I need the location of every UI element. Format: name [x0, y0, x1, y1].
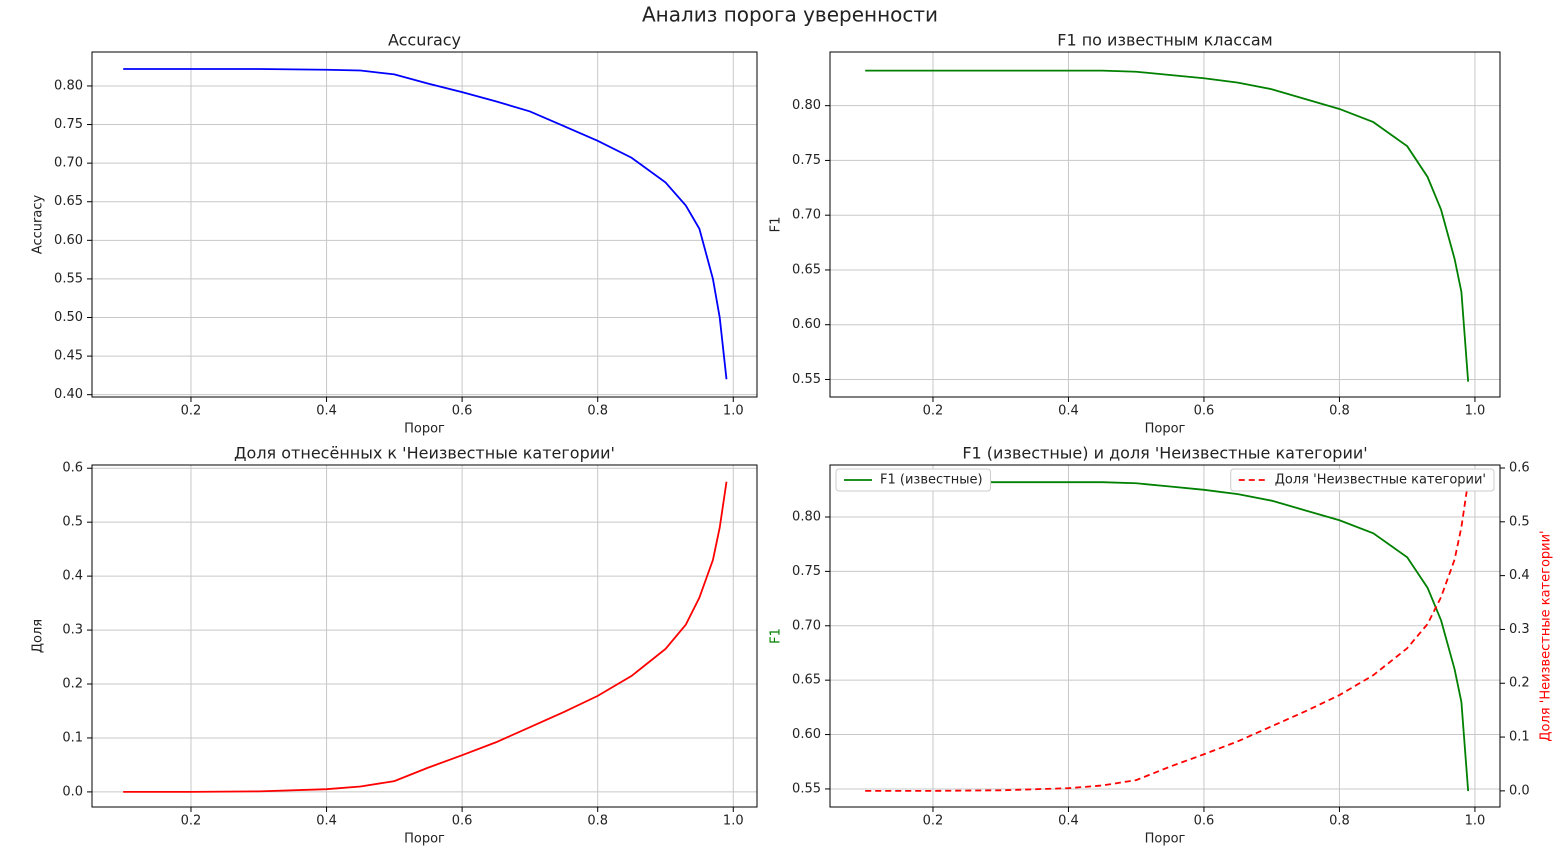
y-tick-label: 0.50: [54, 310, 83, 325]
legend: Доля 'Неизвестные категории': [1230, 468, 1495, 492]
y-tick-label: 0.65: [792, 673, 821, 688]
y-tick-label: 0.75: [54, 117, 83, 132]
subplot-title: F1 по известным классам: [1057, 31, 1273, 50]
y-tick-label: 0.65: [54, 194, 83, 209]
x-tick-label: 0.4: [1058, 814, 1079, 829]
y-tick-label: 0.1: [62, 730, 83, 745]
figure-title: Анализ порога уверенности: [642, 3, 938, 27]
x-tick-label: 0.8: [1329, 404, 1350, 419]
y-tick-label: 0.80: [54, 78, 83, 93]
y2-tick-label: 0.4: [1509, 568, 1530, 583]
y-tick-label: 0.55: [792, 372, 821, 387]
y-tick-label: 0.40: [54, 387, 83, 402]
x-tick-label: 0.2: [923, 814, 944, 829]
plot-frame: [91, 51, 758, 398]
y-tick-label: 0.60: [792, 317, 821, 332]
y-tick-label: 0.55: [792, 781, 821, 796]
legend-label: F1 (известные): [880, 473, 983, 488]
y-tick-label: 0.75: [792, 153, 821, 168]
x-tick-label: 0.6: [452, 814, 473, 829]
legend: F1 (известные): [835, 468, 992, 492]
y2-tick-label: 0.0: [1509, 783, 1530, 798]
subplot-title: Доля отнесённых к 'Неизвестные категории…: [234, 444, 615, 463]
y-tick-label: 0.6: [62, 461, 83, 476]
plot-frame: [829, 51, 1501, 398]
legend-box: [1230, 468, 1495, 492]
plot-frame: [829, 464, 1501, 808]
plot-frame: [91, 464, 758, 808]
x-tick-label: 0.4: [316, 814, 337, 829]
y-tick-label: 0.65: [792, 262, 821, 277]
y-axis-label: Доля: [31, 619, 46, 653]
y-tick-label: 0.55: [54, 271, 83, 286]
y2-tick-label: 0.5: [1509, 514, 1530, 529]
y-tick-label: 0.60: [792, 727, 821, 742]
x-tick-label: 0.8: [587, 404, 608, 419]
y-axis-label: Accuracy: [31, 195, 46, 255]
y-tick-label: 0.75: [792, 564, 821, 579]
y-tick-label: 0.0: [62, 784, 83, 799]
x-axis-label: Порог: [404, 832, 445, 847]
y-tick-label: 0.70: [792, 618, 821, 633]
x-axis-label: Порог: [1145, 422, 1186, 437]
y-tick-label: 0.70: [54, 156, 83, 171]
y2-axis-label: Доля 'Неизвестные категории': [1539, 530, 1554, 741]
y-tick-label: 0.4: [62, 569, 83, 584]
y-tick-label: 0.2: [62, 677, 83, 692]
y-tick-label: 0.80: [792, 509, 821, 524]
legend-label: Доля 'Неизвестные категории': [1275, 473, 1486, 488]
x-tick-label: 0.6: [452, 404, 473, 419]
x-tick-label: 0.6: [1194, 814, 1215, 829]
y-tick-label: 0.70: [792, 208, 821, 223]
data-line: [865, 69, 1470, 382]
x-axis-label: Порог: [404, 422, 445, 437]
y-tick-label: 0.3: [62, 623, 83, 638]
y2-tick-label: 0.6: [1509, 461, 1530, 476]
y2-tick-label: 0.1: [1509, 730, 1530, 745]
subplot-title: Accuracy: [388, 31, 461, 50]
x-tick-label: 0.2: [923, 404, 944, 419]
y-tick-label: 0.5: [62, 515, 83, 530]
data-line: [865, 481, 1470, 792]
x-tick-label: 0.4: [316, 404, 337, 419]
y2-tick-label: 0.3: [1509, 622, 1530, 637]
y-axis-label: F1: [769, 628, 784, 644]
x-tick-label: 0.8: [587, 814, 608, 829]
x-tick-label: 1.0: [1465, 404, 1486, 419]
x-tick-label: 0.2: [181, 814, 202, 829]
x-tick-label: 1.0: [1465, 814, 1486, 829]
x-tick-label: 0.4: [1058, 404, 1079, 419]
y-tick-label: 0.45: [54, 349, 83, 364]
subplot-title: F1 (известные) и доля 'Неизвестные катег…: [962, 444, 1367, 463]
data-line: [865, 481, 1470, 792]
y-axis-label: F1: [769, 217, 784, 233]
legend-box: [835, 468, 992, 492]
x-axis-label: Порог: [1145, 832, 1186, 847]
x-tick-label: 0.8: [1329, 814, 1350, 829]
x-tick-label: 1.0: [723, 814, 744, 829]
y2-tick-label: 0.2: [1509, 676, 1530, 691]
data-line: [123, 481, 728, 793]
y-tick-label: 0.80: [792, 98, 821, 113]
x-tick-label: 1.0: [723, 404, 744, 419]
x-tick-label: 0.6: [1194, 404, 1215, 419]
x-tick-label: 0.2: [181, 404, 202, 419]
y-tick-label: 0.60: [54, 233, 83, 248]
data-line: [123, 68, 728, 380]
